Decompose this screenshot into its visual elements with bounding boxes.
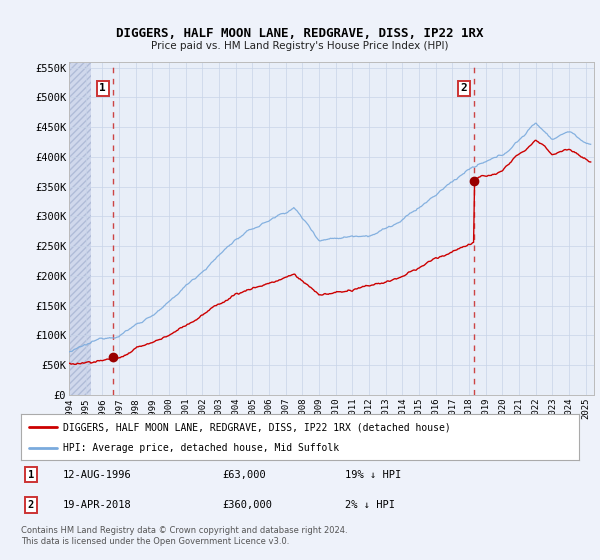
Text: Price paid vs. HM Land Registry's House Price Index (HPI): Price paid vs. HM Land Registry's House … bbox=[151, 41, 449, 52]
Text: 2% ↓ HPI: 2% ↓ HPI bbox=[344, 500, 395, 510]
Text: 1: 1 bbox=[28, 470, 34, 480]
Bar bbox=[69, 62, 91, 395]
Text: 2: 2 bbox=[461, 83, 467, 94]
Text: HPI: Average price, detached house, Mid Suffolk: HPI: Average price, detached house, Mid … bbox=[63, 444, 339, 454]
Text: DIGGERS, HALF MOON LANE, REDGRAVE, DISS, IP22 1RX: DIGGERS, HALF MOON LANE, REDGRAVE, DISS,… bbox=[116, 27, 484, 40]
Text: Contains HM Land Registry data © Crown copyright and database right 2024.
This d: Contains HM Land Registry data © Crown c… bbox=[21, 526, 347, 546]
Text: DIGGERS, HALF MOON LANE, REDGRAVE, DISS, IP22 1RX (detached house): DIGGERS, HALF MOON LANE, REDGRAVE, DISS,… bbox=[63, 422, 451, 432]
Text: 19% ↓ HPI: 19% ↓ HPI bbox=[344, 470, 401, 480]
Text: £63,000: £63,000 bbox=[222, 470, 266, 480]
Text: £360,000: £360,000 bbox=[222, 500, 272, 510]
Bar bbox=[69, 62, 91, 395]
Text: 12-AUG-1996: 12-AUG-1996 bbox=[63, 470, 131, 480]
Text: 1: 1 bbox=[100, 83, 106, 94]
Text: 2: 2 bbox=[28, 500, 34, 510]
Text: 19-APR-2018: 19-APR-2018 bbox=[63, 500, 131, 510]
